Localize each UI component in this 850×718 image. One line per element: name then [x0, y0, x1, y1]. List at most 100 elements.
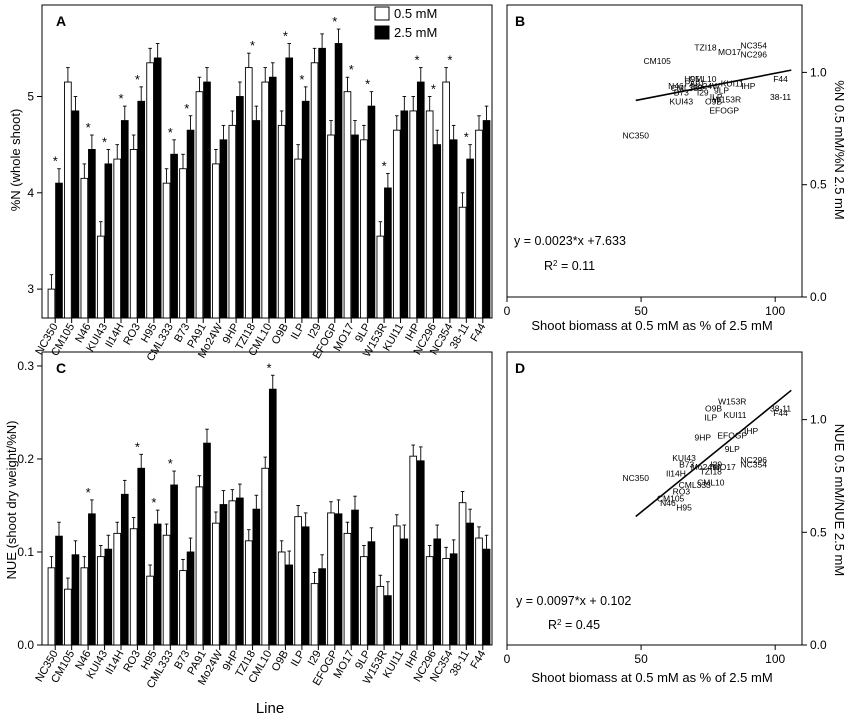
- point-label-b73: B73: [674, 88, 689, 98]
- bar-0-5-mm-ro3: [129, 528, 138, 646]
- legend-swatch-2-5mm: [374, 25, 390, 40]
- bar-2-5-mm-o9b: [285, 564, 294, 646]
- x-tick-label-f44: F44: [468, 649, 488, 671]
- bar-0-5-mm-cml333: [162, 534, 171, 646]
- point-label-cml333: CML333: [671, 83, 703, 93]
- significance-marker-n46: *: [86, 485, 91, 500]
- y-tick-label: 0.3: [17, 359, 34, 373]
- bar-0-5-mm-mo17: [343, 91, 352, 319]
- bar-2-5-mm-38-11: [466, 158, 474, 319]
- point-label-efogp: EFOGP: [717, 430, 747, 440]
- bar-2-5-mm-nc350: [55, 535, 63, 646]
- panel-c-bar-chart: C NUE (shoot dry weight/%N) Line 0.0 0.1 0…: [4, 351, 493, 717]
- point-label-9lp: 9LP: [714, 85, 729, 95]
- panel-b-frame: [506, 4, 803, 298]
- bar-0-5-mm-ilp: [294, 516, 302, 646]
- significance-marker-ihp: *: [414, 53, 419, 68]
- panel-d-r-squared: R2 = 0.45: [548, 618, 600, 633]
- bar-0-5-mm-o9b: [277, 551, 286, 646]
- bar-2-5-mm-mo24w: [219, 504, 228, 646]
- y-tick-label: 0.5: [810, 178, 827, 192]
- significance-marker-ilp: *: [299, 72, 304, 87]
- line-axis-label: Line: [256, 700, 284, 717]
- legend-label-0-5mm: 0.5 mM: [394, 6, 437, 21]
- y-tick-label: 0.0: [17, 638, 34, 652]
- bar-0-5-mm-nc350: [47, 567, 56, 646]
- bar-0-5-mm-n46: [80, 177, 89, 319]
- point-label-efogp: EFOGP: [709, 106, 739, 116]
- bar-2-5-mm-cm105: [71, 554, 80, 646]
- x-tick-label-ro3: RO3: [121, 649, 143, 675]
- bar-2-5-mm-ro3: [137, 467, 146, 646]
- y-tick-label: 0.5: [810, 525, 827, 539]
- bar-2-5-mm-i29: [318, 47, 326, 319]
- bar-2-5-mm-mo24w: [219, 139, 228, 319]
- bar-0-5-mm-h95: [146, 62, 154, 319]
- bar-0-5-mm-b73: [179, 168, 187, 319]
- bar-2-5-mm-nc354: [449, 553, 458, 646]
- bar-0-5-mm-kui11: [392, 525, 401, 646]
- bar-2-5-mm-tzi18: [252, 120, 261, 319]
- bar-2-5-mm-pa91: [203, 442, 211, 646]
- significance-marker-cml10: *: [266, 360, 271, 375]
- panel-d-letter: D: [515, 360, 525, 376]
- panel-d-y-axis-label: NUE 0.5 mM/NUE 2.5 mM: [832, 424, 847, 576]
- panel-d-equation: y = 0.0097*x + 0.102: [516, 594, 631, 608]
- bar-2-5-mm-kui11: [400, 110, 409, 319]
- x-tick-label-o9b: O9B: [270, 649, 291, 674]
- y-tick-label: 5: [27, 89, 34, 103]
- point-label-kui43: KUI43: [670, 97, 694, 107]
- x-tick-label-ilp: ILP: [289, 649, 308, 669]
- panel-a-bar-chart: A %N (whole shoot) 0.5 mM 2.5 mM 345*NC3…: [8, 4, 493, 364]
- x-tick-label: 0: [504, 652, 511, 666]
- y-tick-label: 1.0: [810, 65, 827, 79]
- point-label-mo17: MO17: [713, 462, 736, 472]
- bar-0-5-mm-pa91: [195, 91, 204, 319]
- y-tick-label: 0.0: [810, 638, 827, 652]
- point-label-i29: I29: [710, 460, 722, 470]
- bar-2-5-mm-n46: [88, 513, 96, 646]
- panel-d-x-axis-label: Shoot biomass at 0.5 mM as % of 2.5 mM: [531, 670, 772, 685]
- panel-c-letter: C: [56, 360, 66, 376]
- x-tick-label-ilp: ILP: [289, 322, 308, 342]
- bar-0-5-mm-ihp: [409, 455, 418, 646]
- bar-2-5-mm-i29: [318, 568, 326, 646]
- bar-0-5-mm-38-11: [458, 502, 467, 646]
- bar-2-5-mm-f44: [482, 120, 491, 319]
- significance-marker-il14h: *: [118, 91, 123, 106]
- x-tick-label: 100: [765, 304, 785, 318]
- bar-2-5-mm-kui11: [400, 538, 409, 646]
- bar-0-5-mm-efogp: [327, 134, 335, 319]
- bar-0-5-mm-nc354: [442, 81, 450, 319]
- bar-2-5-mm-9lp: [367, 541, 376, 646]
- bar-2-5-mm-mo17: [351, 509, 359, 646]
- point-label-cml333: CML333: [679, 480, 711, 490]
- y-tick-label: 0.0: [810, 290, 827, 304]
- point-label-nc350: NC350: [622, 473, 649, 483]
- point-label-cm105: CM105: [643, 56, 671, 66]
- point-label-nc354: NC354: [740, 460, 767, 470]
- point-label-nc296: NC296: [740, 455, 767, 465]
- point-label-f44: F44: [773, 408, 788, 418]
- bar-0-5-mm-o9b: [277, 124, 286, 319]
- significance-marker-cml333: *: [168, 125, 173, 140]
- point-label-38-11: 38-11: [770, 92, 791, 102]
- point-label-o9b: O9B: [705, 97, 722, 107]
- bar-2-5-mm-cml333: [170, 484, 178, 646]
- point-label-o9b: O9B: [705, 403, 722, 413]
- point-label-9lp: 9LP: [725, 444, 740, 454]
- point-label-n46: N46: [660, 498, 676, 508]
- significance-marker-38-11: *: [464, 130, 469, 145]
- point-label-tzi18: TZI18: [694, 43, 716, 53]
- bar-2-5-mm-kui43: [104, 548, 113, 646]
- y-tick-label: 3: [27, 282, 34, 296]
- bar-2-5-mm-nc296: [433, 144, 442, 319]
- bar-2-5-mm-h95: [153, 523, 162, 646]
- bar-0-5-mm-b73: [179, 570, 187, 646]
- bar-2-5-mm-kui43: [104, 163, 113, 319]
- bar-0-5-mm-f44: [475, 537, 483, 646]
- bar-2-5-mm-9hp: [236, 96, 244, 319]
- panel-a-y-axis-label: %N (whole shoot): [8, 109, 23, 212]
- bar-0-5-mm-kui43: [96, 235, 105, 319]
- bar-0-5-mm-9hp: [228, 500, 237, 646]
